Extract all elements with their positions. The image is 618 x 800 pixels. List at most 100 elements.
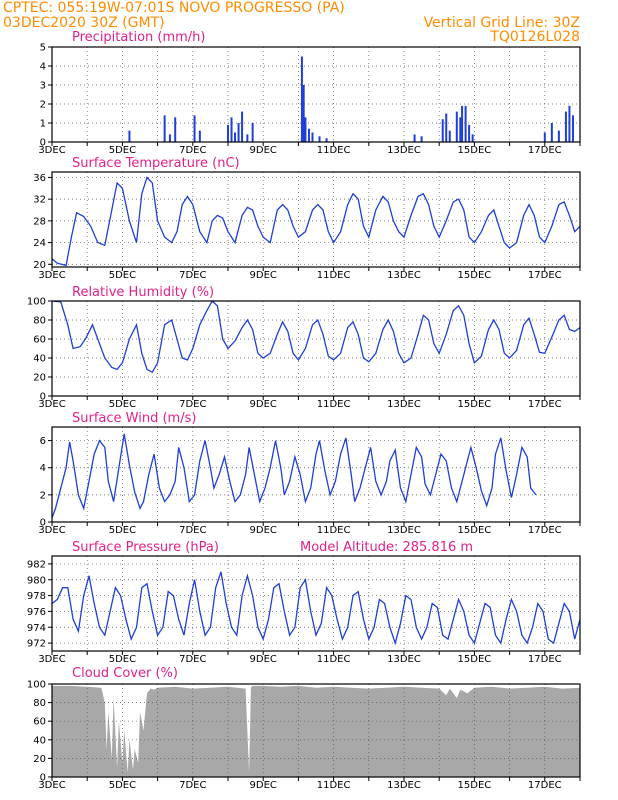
precip-bar xyxy=(420,136,423,142)
precip-bar xyxy=(304,117,307,142)
panel-1: Precipitation (mm/h) 0 1 2 3 4 5 3DEC 5DEC 7DEC 9D… xyxy=(38,30,581,156)
y-tick-label: 6 xyxy=(40,436,46,447)
precip-bar xyxy=(471,134,474,142)
x-tick-label: 11DEC xyxy=(317,654,351,665)
precip-bar xyxy=(307,128,310,142)
precip-bar xyxy=(468,124,471,142)
x-tick-label: 5DEC xyxy=(109,399,136,410)
x-tick-label: 3DEC xyxy=(38,399,65,410)
y-tick-label: 1 xyxy=(40,119,46,130)
x-tick-label: 7DEC xyxy=(179,780,206,791)
header-model-id: TQ0126L028 xyxy=(489,29,580,45)
y-tick-label: 976 xyxy=(27,607,46,618)
precip-bar xyxy=(198,130,201,142)
precip-bar xyxy=(163,115,166,142)
header-grid-note: Vertical Grid Line: 30Z xyxy=(424,15,580,31)
y-tick-label: 3 xyxy=(40,81,46,92)
cloud-area xyxy=(52,685,580,777)
x-tick-label: 5DEC xyxy=(109,525,136,536)
x-tick-label: 9DEC xyxy=(250,654,277,665)
series-line xyxy=(51,433,537,519)
x-tick-label: 11DEC xyxy=(317,399,351,410)
panel-annotation: Model Altitude: 285.816 m xyxy=(300,540,473,555)
precip-bar xyxy=(300,56,303,142)
x-tick-label: 9DEC xyxy=(250,780,277,791)
y-tick-label: 4 xyxy=(40,463,46,474)
x-tick-label: 17DEC xyxy=(528,780,562,791)
y-tick-label: 978 xyxy=(27,591,46,602)
precip-bar xyxy=(237,123,240,142)
panel-2: Surface Temperature (nC) 20 24 28 32 36 3DEC 5D… xyxy=(33,156,581,281)
panel-title: Surface Pressure (hPa) xyxy=(72,540,219,555)
y-tick-label: 40 xyxy=(33,735,46,746)
precip-bar xyxy=(251,123,254,142)
x-tick-label: 13DEC xyxy=(387,654,421,665)
y-tick-label: 974 xyxy=(27,623,46,634)
x-tick-label: 7DEC xyxy=(179,525,206,536)
y-tick-label: 2 xyxy=(40,100,46,111)
y-tick-label: 80 xyxy=(33,698,46,709)
x-tick-label: 17DEC xyxy=(528,145,562,156)
y-tick-label: 100 xyxy=(27,297,46,308)
panel-3: Relative Humidity (%) 0 20 40 60 80 100 3DEC 5DE… xyxy=(27,285,581,410)
y-tick-label: 4 xyxy=(40,62,46,73)
x-tick-label: 15DEC xyxy=(458,145,492,156)
precip-bar xyxy=(318,136,321,142)
y-tick-label: 40 xyxy=(33,354,46,365)
precip-bar xyxy=(325,138,328,142)
y-tick-label: 0 xyxy=(40,392,46,403)
x-tick-label: 7DEC xyxy=(179,270,206,281)
y-tick-label: 20 xyxy=(33,373,46,384)
precip-bar xyxy=(168,134,171,142)
panel-6: Cloud Cover (%) 0 20 40 60 80 100 3DEC 5DEC 7DEC 9… xyxy=(27,666,581,791)
panel-frame xyxy=(51,300,581,397)
x-tick-label: 11DEC xyxy=(317,270,351,281)
precip-bar xyxy=(464,105,467,142)
y-tick-label: 20 xyxy=(33,260,46,271)
precip-bar xyxy=(413,134,416,142)
header-date: 03DEC2020 30Z (GMT) xyxy=(3,15,165,31)
panel-title: Surface Temperature (nC) xyxy=(72,156,240,171)
x-tick-label: 11DEC xyxy=(317,780,351,791)
precip-bar xyxy=(230,117,233,142)
y-tick-label: 32 xyxy=(33,195,46,206)
x-tick-label: 7DEC xyxy=(179,399,206,410)
panel-title: Precipitation (mm/h) xyxy=(72,30,205,45)
x-tick-label: 13DEC xyxy=(387,780,421,791)
precip-bar xyxy=(445,113,448,142)
x-tick-label: 5DEC xyxy=(109,270,136,281)
precip-bar xyxy=(441,119,444,142)
y-tick-label: 60 xyxy=(33,717,46,728)
panel-title: Relative Humidity (%) xyxy=(72,285,214,300)
x-tick-label: 11DEC xyxy=(317,525,351,536)
precip-bar xyxy=(311,132,314,142)
x-tick-label: 9DEC xyxy=(250,145,277,156)
x-tick-label: 7DEC xyxy=(179,654,206,665)
series-line xyxy=(51,571,581,646)
x-tick-label: 7DEC xyxy=(179,145,206,156)
series-line xyxy=(51,176,581,267)
x-tick-label: 11DEC xyxy=(317,145,351,156)
y-tick-label: 20 xyxy=(33,754,46,765)
y-tick-label: 2 xyxy=(40,490,46,501)
precip-bar xyxy=(246,134,249,142)
x-tick-label: 5DEC xyxy=(109,145,136,156)
panel-5: Surface Pressure (hPa) Model Altitude: 28… xyxy=(27,540,581,665)
x-tick-label: 17DEC xyxy=(528,525,562,536)
y-tick-label: 80 xyxy=(33,316,46,327)
series-line xyxy=(51,299,581,374)
y-tick-label: 980 xyxy=(27,575,46,586)
x-tick-label: 3DEC xyxy=(38,654,65,665)
panel-frame xyxy=(51,46,581,143)
precip-bar xyxy=(571,115,574,142)
x-tick-label: 9DEC xyxy=(250,399,277,410)
precip-bar xyxy=(174,117,177,142)
precip-bar xyxy=(241,111,244,142)
y-tick-label: 60 xyxy=(33,335,46,346)
precip-bar xyxy=(302,85,305,142)
x-tick-label: 17DEC xyxy=(528,399,562,410)
precip-bar xyxy=(459,117,462,142)
y-tick-label: 972 xyxy=(27,639,46,650)
precip-bar xyxy=(568,105,571,142)
